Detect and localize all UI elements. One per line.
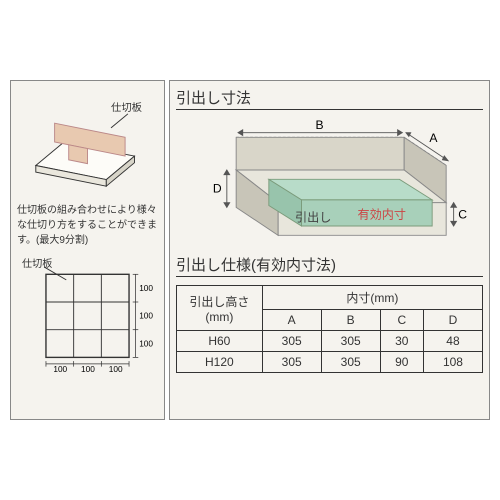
svg-text:100: 100 [139,311,153,321]
title-spec: 引出し仕様(有効内寸法) [176,254,483,277]
divider-description: 仕切板の組み合わせにより様々な仕切り方をすることができます。(最大9分割) [17,203,158,248]
drawer-3d-diagram: A B C D 引出し 有効内 [176,114,483,254]
divider-label-2: 仕切板 [22,257,52,270]
table-row: H120 305 305 90 108 [177,352,483,373]
table-row: H60 305 305 30 48 [177,331,483,352]
title-dimensions: 引出し寸法 [176,87,483,110]
th-d: D [423,310,482,331]
svg-text:100: 100 [81,364,95,374]
label-effective: 有効内寸 [358,207,407,222]
svg-text:100: 100 [53,364,67,374]
grid-diagram: 仕切板 100 100 100 [17,254,158,374]
th-a: A [262,310,321,331]
dim-b: B [316,118,324,132]
svg-text:100: 100 [109,364,123,374]
divider-label: 仕切板 [111,101,142,114]
label-drawer: 引出し [295,210,331,224]
th-c: C [380,310,423,331]
svg-text:100: 100 [139,283,153,293]
svg-text:100: 100 [139,338,153,348]
th-height: 引出し高さ(mm) [177,286,263,331]
th-b: B [321,310,380,331]
right-panel: 引出し寸法 A [169,80,490,420]
left-panel: 仕切板 仕切板の組み合わせにより様々な仕切り方をすることができます。(最大9分割… [10,80,165,420]
dim-d: D [213,181,222,195]
th-inner: 内寸(mm) [262,286,482,310]
spec-table: 引出し高さ(mm) 内寸(mm) A B C D H60 305 305 30 … [176,285,483,373]
dim-c: C [458,208,467,222]
divider-isometric-diagram: 仕切板 [17,87,158,197]
dim-a: A [429,131,438,145]
